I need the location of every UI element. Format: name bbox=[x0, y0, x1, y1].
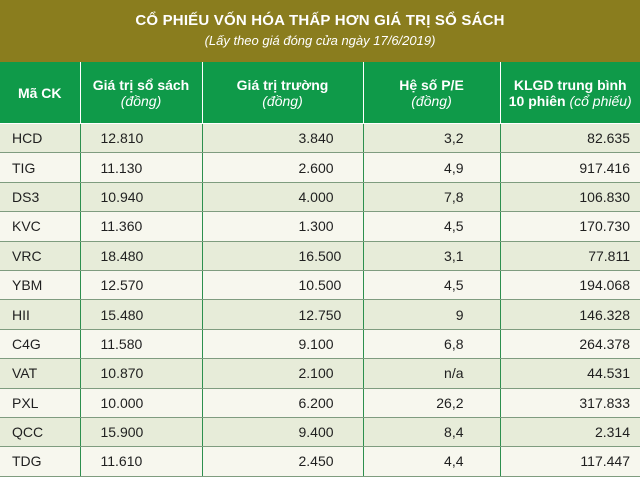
header-volume: KLGD trung bình 10 phiên (cổ phiếu) bbox=[500, 62, 640, 124]
cell-avg-volume: 917.416 bbox=[500, 153, 640, 182]
cell-market-value: 4.000 bbox=[202, 182, 363, 211]
cell-avg-volume: 2.314 bbox=[500, 417, 640, 446]
header-market-value-label: Giá trị trường bbox=[203, 77, 363, 93]
cell-book-value: 11.610 bbox=[80, 447, 202, 476]
cell-ticker: TIG bbox=[0, 153, 80, 182]
cell-market-value: 1.300 bbox=[202, 212, 363, 241]
cell-book-value: 15.900 bbox=[80, 417, 202, 446]
cell-pe-ratio: 4,4 bbox=[363, 447, 500, 476]
cell-avg-volume: 106.830 bbox=[500, 182, 640, 211]
header-book-value-label: Giá trị sổ sách bbox=[81, 77, 202, 93]
cell-market-value: 9.100 bbox=[202, 329, 363, 358]
table-header: Mã CK Giá trị sổ sách (đồng) Giá trị trư… bbox=[0, 62, 640, 124]
cell-market-value: 2.600 bbox=[202, 153, 363, 182]
header-pe-label: Hệ số P/E bbox=[364, 77, 500, 93]
cell-pe-ratio: 8,4 bbox=[363, 417, 500, 446]
header-row: Mã CK Giá trị sổ sách (đồng) Giá trị trư… bbox=[0, 62, 640, 124]
cell-book-value: 11.130 bbox=[80, 153, 202, 182]
cell-ticker: YBM bbox=[0, 270, 80, 299]
header-market-value-unit: (đồng) bbox=[203, 93, 363, 109]
cell-book-value: 10.000 bbox=[80, 388, 202, 417]
cell-avg-volume: 194.068 bbox=[500, 270, 640, 299]
cell-market-value: 3.840 bbox=[202, 124, 363, 153]
cell-pe-ratio: 6,8 bbox=[363, 329, 500, 358]
cell-avg-volume: 117.447 bbox=[500, 447, 640, 476]
cell-avg-volume: 146.328 bbox=[500, 300, 640, 329]
cell-book-value: 10.940 bbox=[80, 182, 202, 211]
cell-ticker: QCC bbox=[0, 417, 80, 446]
header-book-value: Giá trị sổ sách (đồng) bbox=[80, 62, 202, 124]
header-market-value: Giá trị trường (đồng) bbox=[202, 62, 363, 124]
cell-pe-ratio: 4,5 bbox=[363, 270, 500, 299]
cell-avg-volume: 82.635 bbox=[500, 124, 640, 153]
header-book-value-unit: (đồng) bbox=[81, 93, 202, 109]
header-ticker-label: Mã CK bbox=[18, 85, 62, 101]
cell-market-value: 2.450 bbox=[202, 447, 363, 476]
cell-ticker: DS3 bbox=[0, 182, 80, 211]
cell-pe-ratio: n/a bbox=[363, 359, 500, 388]
cell-market-value: 6.200 bbox=[202, 388, 363, 417]
cell-book-value: 11.360 bbox=[80, 212, 202, 241]
cell-pe-ratio: 4,9 bbox=[363, 153, 500, 182]
cell-avg-volume: 77.811 bbox=[500, 241, 640, 270]
cell-book-value: 15.480 bbox=[80, 300, 202, 329]
cell-market-value: 10.500 bbox=[202, 270, 363, 299]
cell-ticker: KVC bbox=[0, 212, 80, 241]
header-pe-unit: (đồng) bbox=[364, 93, 500, 109]
title-bar: CỔ PHIẾU VỐN HÓA THẤP HƠN GIÁ TRỊ SỔ SÁC… bbox=[0, 0, 640, 62]
cell-pe-ratio: 7,8 bbox=[363, 182, 500, 211]
cell-market-value: 2.100 bbox=[202, 359, 363, 388]
cell-ticker: HII bbox=[0, 300, 80, 329]
header-volume-label: KLGD trung bình bbox=[501, 77, 640, 93]
cell-pe-ratio: 3,2 bbox=[363, 124, 500, 153]
cell-ticker: TDG bbox=[0, 447, 80, 476]
cell-pe-ratio: 3,1 bbox=[363, 241, 500, 270]
cell-ticker: PXL bbox=[0, 388, 80, 417]
cell-book-value: 12.810 bbox=[80, 124, 202, 153]
stock-table-figure: CỔ PHIẾU VỐN HÓA THẤP HƠN GIÁ TRỊ SỔ SÁC… bbox=[0, 0, 640, 465]
cell-pe-ratio: 26,2 bbox=[363, 388, 500, 417]
header-volume-unit: (cổ phiếu) bbox=[569, 93, 631, 109]
cell-book-value: 18.480 bbox=[80, 241, 202, 270]
cell-ticker: C4G bbox=[0, 329, 80, 358]
cell-avg-volume: 317.833 bbox=[500, 388, 640, 417]
cell-ticker: VAT bbox=[0, 359, 80, 388]
cell-book-value: 12.570 bbox=[80, 270, 202, 299]
header-volume-label2: 10 phiên bbox=[509, 93, 566, 109]
cell-avg-volume: 264.378 bbox=[500, 329, 640, 358]
stock-table: Mã CK Giá trị sổ sách (đồng) Giá trị trư… bbox=[0, 62, 640, 477]
cell-book-value: 10.870 bbox=[80, 359, 202, 388]
cell-avg-volume: 44.531 bbox=[500, 359, 640, 388]
header-ticker: Mã CK bbox=[0, 62, 80, 124]
cell-market-value: 16.500 bbox=[202, 241, 363, 270]
cell-ticker: HCD bbox=[0, 124, 80, 153]
cell-pe-ratio: 9 bbox=[363, 300, 500, 329]
cell-book-value: 11.580 bbox=[80, 329, 202, 358]
header-pe: Hệ số P/E (đồng) bbox=[363, 62, 500, 124]
cell-market-value: 9.400 bbox=[202, 417, 363, 446]
cell-ticker: VRC bbox=[0, 241, 80, 270]
cell-market-value: 12.750 bbox=[202, 300, 363, 329]
table-title: CỔ PHIẾU VỐN HÓA THẤP HƠN GIÁ TRỊ SỔ SÁC… bbox=[0, 12, 640, 29]
cell-avg-volume: 170.730 bbox=[500, 212, 640, 241]
table-subtitle: (Lấy theo giá đóng cửa ngày 17/6/2019) bbox=[0, 33, 640, 48]
cell-pe-ratio: 4,5 bbox=[363, 212, 500, 241]
